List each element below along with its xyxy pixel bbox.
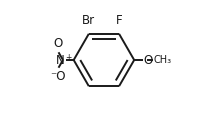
- Text: Br: Br: [82, 14, 95, 27]
- Text: N: N: [56, 54, 65, 66]
- Text: F: F: [116, 14, 123, 27]
- Text: O: O: [143, 54, 152, 66]
- Text: +: +: [65, 53, 72, 62]
- Text: ⁻O: ⁻O: [51, 70, 66, 83]
- Text: CH₃: CH₃: [154, 55, 172, 65]
- Text: O: O: [54, 37, 63, 50]
